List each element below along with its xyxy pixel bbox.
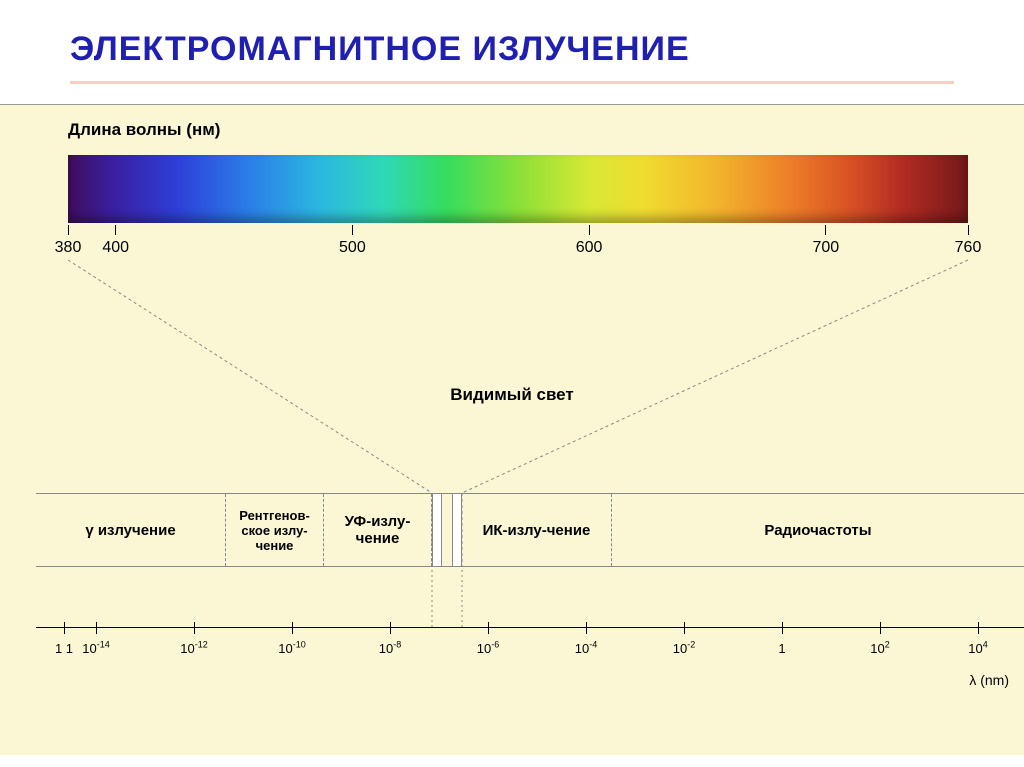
spectrum-band: Радиочастоты [612, 494, 1024, 566]
visible-light-gap [432, 494, 462, 566]
log-tick-label: 10-4 [575, 641, 597, 656]
log-tick-label: 104 [968, 641, 987, 656]
log-tick-label: 1 [778, 641, 785, 656]
log-tick-label: 10-12 [180, 641, 207, 656]
log-tick: 10-4 [556, 622, 616, 658]
visible-tick-label: 400 [102, 239, 129, 256]
visible-tick-label: 600 [576, 239, 603, 256]
visible-tick: 600 [569, 225, 609, 257]
visible-tick-label: 760 [955, 239, 982, 256]
log-tick: 10-6 [458, 622, 518, 658]
visible-tick: 500 [332, 225, 372, 257]
log-tick-label: 10-2 [673, 641, 695, 656]
log-tick-label: 10-8 [379, 641, 401, 656]
visible-spectrum-ticks: 380400500600700760 [68, 225, 968, 265]
log-tick-label: 10-10 [278, 641, 305, 656]
log-tick: 10-10 [262, 622, 322, 658]
log-tick: 10-8 [360, 622, 420, 658]
visible-tick-label: 700 [812, 239, 839, 256]
visible-tick-label: 500 [339, 239, 366, 256]
log-tick: 102 [850, 622, 910, 658]
log-tick: 10-12 [164, 622, 224, 658]
log-tick-label: 102 [870, 641, 889, 656]
log-tick: 104 [948, 622, 1008, 658]
axis-unit-label: λ (nm) [969, 672, 1009, 688]
page-title: ЭЛЕКТРОМАГНИТНОЕ ИЗЛУЧЕНИЕ [70, 30, 1024, 69]
visible-spectrum-bar [68, 155, 968, 223]
visible-light-caption: Видимый свет [0, 385, 1024, 405]
spectrum-band: ИК-излу-чение [462, 494, 612, 566]
title-underline [70, 81, 954, 84]
spectrum-band: Рентгенов-ское излу-чение [226, 494, 324, 566]
log-tick-label: 10-14 [82, 641, 109, 656]
log-tick: 1 [752, 622, 812, 658]
visible-tick: 380 [48, 225, 88, 257]
visible-tick-label: 380 [55, 239, 82, 256]
full-spectrum-bands: γ излучениеРентгенов-ское излу-чениеУФ-и… [36, 493, 1024, 567]
spectrum-band: γ излучение [36, 494, 226, 566]
visible-tick: 760 [948, 225, 988, 257]
log-tick: 10-14 [66, 622, 126, 658]
log-tick-label: 10-6 [477, 641, 499, 656]
wavelength-axis-label: Длина волны (нм) [68, 120, 220, 140]
wavelength-log-axis: λ (nm) 1 110-1410-1210-1010-810-610-410-… [36, 627, 1024, 688]
visible-tick: 400 [96, 225, 136, 257]
spectrum-band: УФ-излу-чение [324, 494, 432, 566]
em-spectrum-diagram: Длина волны (нм) 380 400 500 600 700 760 Види… [0, 104, 1024, 755]
visible-tick: 700 [806, 225, 846, 257]
log-tick: 10-2 [654, 622, 714, 658]
